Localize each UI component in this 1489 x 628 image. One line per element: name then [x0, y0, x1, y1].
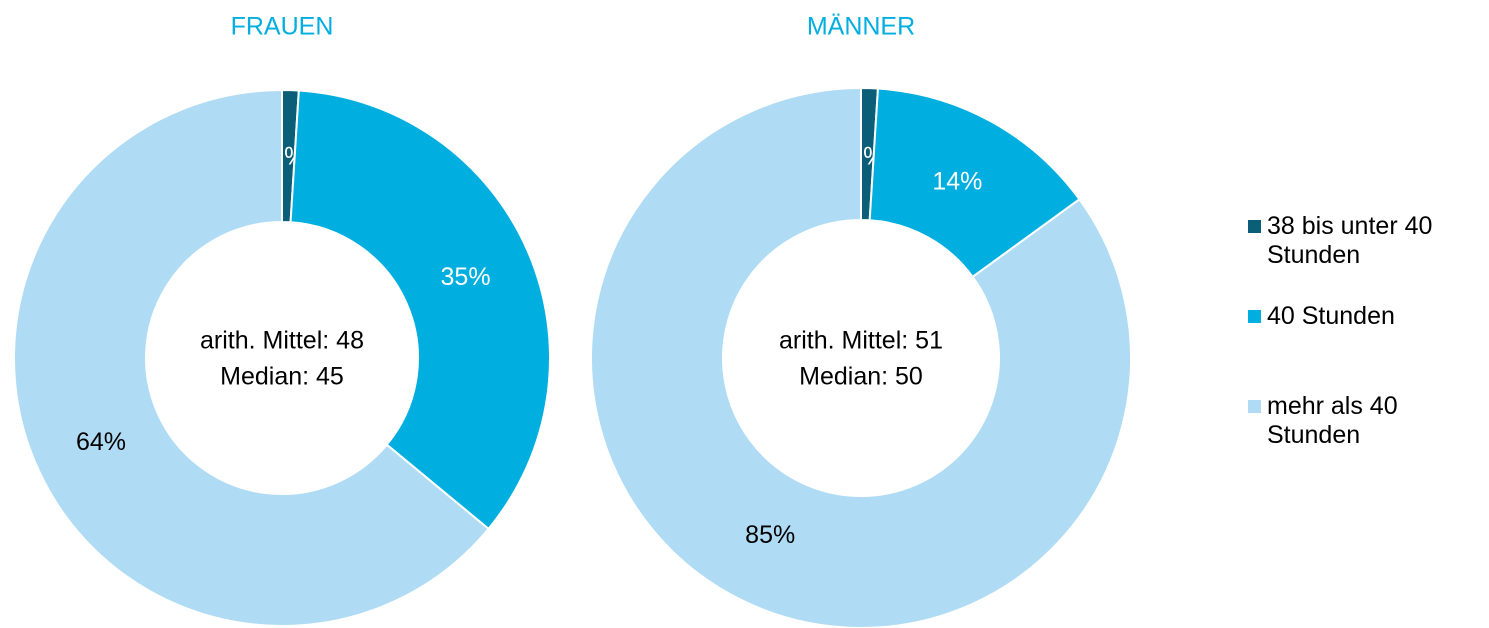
center-annotation: Median: 45 [220, 363, 344, 391]
center-annotation: Median: 50 [799, 363, 923, 391]
legend-label: mehr als 40 Stunden [1267, 392, 1398, 449]
data-label: 85% [745, 521, 795, 549]
chart-title: FRAUEN [231, 13, 334, 41]
center-annotation: arith. Mittel: 51 [779, 327, 943, 355]
legend-swatch [1248, 220, 1261, 233]
donut-slice [289, 89, 551, 531]
donut-slice [13, 88, 490, 627]
chart-title: MÄNNER [807, 13, 915, 41]
data-label: 14% [932, 167, 982, 195]
legend-label: 38 bis unter 40 Stunden [1267, 212, 1433, 269]
donut-slice [868, 87, 1081, 279]
center-annotation: arith. Mittel: 48 [200, 327, 364, 355]
legend-label: 40 Stunden [1267, 302, 1395, 330]
legend-item: 40 Stunden [1248, 302, 1488, 392]
data-label: 64% [76, 428, 126, 456]
data-label: 35% [441, 263, 491, 291]
legend-swatch [1248, 400, 1261, 413]
donut-slice [590, 86, 1132, 628]
legend-item: 38 bis unter 40 Stunden [1248, 212, 1488, 302]
legend-item: mehr als 40 Stunden [1248, 392, 1488, 482]
legend: 38 bis unter 40 Stunden 40 Stunden mehr al… [1248, 212, 1488, 482]
legend-swatch [1248, 310, 1261, 323]
